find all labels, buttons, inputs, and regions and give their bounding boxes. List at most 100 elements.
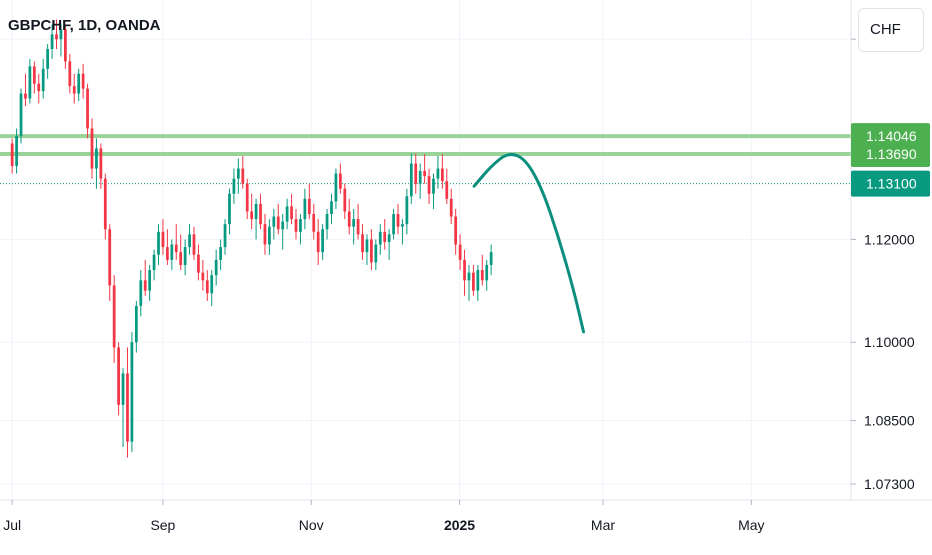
- candle-body: [157, 231, 160, 255]
- candle-body: [152, 254, 156, 271]
- candle-body: [374, 244, 378, 263]
- candle-body: [423, 171, 426, 177]
- candle-body: [254, 203, 258, 220]
- price-labels: 1.14046 1.13690 1.13100: [851, 123, 930, 197]
- candle-body: [454, 216, 458, 245]
- candle-body: [472, 272, 475, 291]
- price-label-text: 1.13100: [866, 176, 917, 192]
- candle-body: [281, 221, 285, 230]
- candle-body: [370, 239, 373, 263]
- time-axis-label: Sep: [150, 517, 175, 533]
- candle-body: [449, 198, 453, 217]
- candle-body: [392, 214, 395, 235]
- candle-body: [134, 306, 138, 343]
- vertical-gridlines: [11, 0, 752, 500]
- candle-body: [41, 68, 45, 92]
- candle-body: [32, 66, 36, 84]
- candle-body: [188, 234, 191, 248]
- candle-body: [285, 206, 289, 222]
- time-axis-label: Jul: [3, 517, 21, 533]
- price-label-text: 1.14046: [866, 128, 917, 144]
- candle-body: [37, 83, 41, 92]
- candle-body: [59, 29, 63, 40]
- candle-body: [294, 219, 298, 232]
- candle-body: [485, 264, 489, 281]
- candle-body: [330, 201, 333, 215]
- candle-body: [219, 247, 222, 260]
- candle-body: [241, 168, 245, 184]
- candle-body: [414, 163, 418, 184]
- candle-body: [418, 171, 422, 184]
- candle-body: [347, 211, 351, 227]
- time-axis-ticks: Jul Sep Nov 2025 Mar May: [3, 500, 765, 533]
- candle-body: [458, 244, 462, 260]
- price-axis-label: 1.12000: [864, 231, 915, 247]
- candle-body: [378, 231, 382, 245]
- candle-body: [103, 178, 107, 230]
- currency-button[interactable]: CHF: [858, 8, 924, 52]
- price-label-text: 1.13690: [866, 146, 917, 162]
- candle-body: [245, 183, 249, 212]
- candle-body: [365, 239, 369, 253]
- candle-body: [68, 61, 72, 87]
- projection-layer: [472, 153, 586, 334]
- candle-body: [90, 128, 94, 169]
- candle-body: [197, 254, 200, 273]
- candle-body: [409, 163, 413, 197]
- price-label-box: [851, 140, 930, 167]
- candle-body: [77, 73, 81, 94]
- candle-body: [95, 148, 98, 169]
- candle-body: [161, 231, 165, 248]
- candle-body: [236, 168, 240, 179]
- candle-body: [405, 196, 409, 225]
- candle-body: [24, 93, 27, 99]
- time-axis-label: May: [738, 517, 764, 533]
- candle-body: [192, 234, 196, 255]
- candle-body: [276, 216, 280, 230]
- candle-body: [290, 206, 293, 220]
- candle-body: [148, 270, 152, 291]
- candle-body: [205, 280, 209, 294]
- candle-body: [166, 247, 169, 260]
- resistance-levels: [0, 134, 851, 185]
- candle-body: [64, 29, 67, 62]
- candle-body: [272, 216, 276, 227]
- candle-body: [214, 259, 218, 276]
- candle-body: [387, 234, 391, 242]
- candle-body: [117, 347, 120, 405]
- candle-body: [250, 211, 254, 220]
- candle-body: [396, 214, 400, 227]
- candle-body: [55, 34, 58, 40]
- time-axis-label: Mar: [591, 517, 615, 533]
- candle-body: [463, 259, 466, 281]
- horizontal-gridlines: [0, 38, 851, 485]
- candle-body: [321, 229, 324, 253]
- candle-body: [467, 272, 471, 281]
- candle-body: [259, 203, 262, 225]
- candle-body: [143, 280, 147, 291]
- candle-body: [307, 198, 311, 215]
- candle-body: [121, 373, 125, 405]
- candle-body: [445, 181, 449, 199]
- candle-body: [436, 168, 440, 179]
- price-label-box: [851, 170, 930, 197]
- candle-body: [334, 173, 338, 202]
- time-axis-label: Nov: [299, 517, 324, 533]
- candle-body: [356, 219, 360, 235]
- candle-body: [170, 244, 174, 260]
- candle-body: [268, 226, 271, 245]
- time-axis-label: 2025: [444, 517, 475, 533]
- candle-body: [432, 178, 435, 194]
- candle-body: [112, 285, 116, 348]
- candle-body: [86, 88, 89, 129]
- candle-body: [316, 231, 320, 253]
- candle-body: [263, 224, 267, 245]
- candle-body: [174, 244, 178, 253]
- candles: [10, 19, 493, 458]
- candle-body: [361, 234, 364, 253]
- candle-body: [50, 34, 54, 50]
- candle-body: [19, 93, 23, 136]
